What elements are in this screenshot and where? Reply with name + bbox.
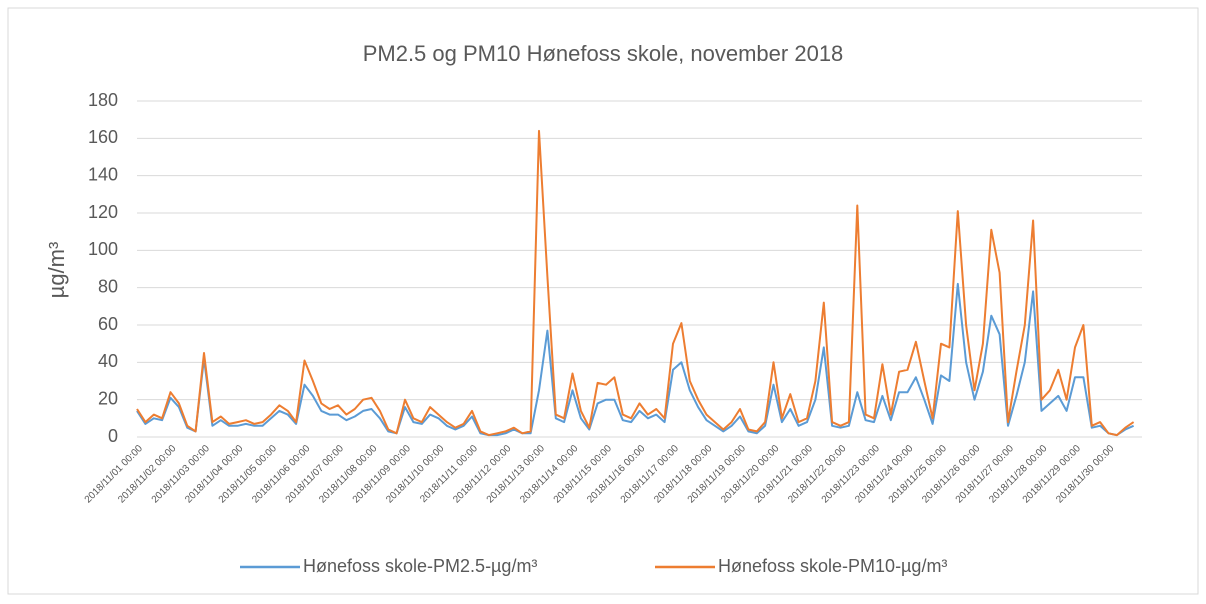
y-tick-label: 40 [98, 351, 118, 371]
data-line [136, 129, 1135, 437]
legend-label: Hønefoss skole-PM2.5-µg/m³ [303, 556, 537, 576]
y-tick-label: 60 [98, 314, 118, 334]
chart-title: PM2.5 og PM10 Hønefoss skole, november 2… [363, 41, 844, 66]
y-tick-label: 160 [88, 127, 118, 147]
y-tick-label: 120 [88, 202, 118, 222]
data-line [136, 282, 1135, 437]
legend-label: Hønefoss skole-PM10-µg/m³ [718, 556, 947, 576]
y-tick-label: 100 [88, 239, 118, 259]
y-tick-label: 20 [98, 388, 118, 408]
y-axis-label: µg/m³ [44, 242, 69, 299]
y-tick-label: 180 [88, 90, 118, 110]
y-tick-label: 140 [88, 164, 118, 184]
y-tick-label: 0 [108, 426, 118, 446]
chart-frame [7, 7, 1199, 595]
y-tick-label: 80 [98, 276, 118, 296]
